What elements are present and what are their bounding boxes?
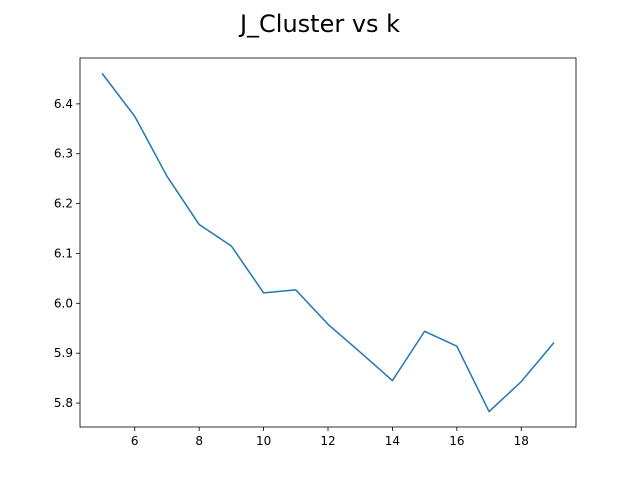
- x-tick-label: 8: [195, 434, 203, 448]
- y-tick-label: 5.9: [54, 346, 73, 360]
- x-tick-label: 14: [385, 434, 400, 448]
- series-line: [101, 72, 555, 413]
- axes-frame: [79, 57, 577, 428]
- x-tick-label: 12: [320, 434, 335, 448]
- y-tick-label: 5.8: [54, 396, 73, 410]
- y-tick-label: 6.4: [54, 97, 73, 111]
- x-tick-label: 6: [131, 434, 139, 448]
- chart-title: J_Cluster vs k: [238, 10, 400, 38]
- x-tick-label: 18: [514, 434, 529, 448]
- plot-area: 6 8 10 12 14 16 18 5.8 5.9 6.0 6.1 6.2 6.3 6.4: [54, 57, 577, 448]
- y-tick-label: 6.0: [54, 296, 73, 310]
- y-tick-label: 6.3: [54, 147, 73, 161]
- y-tick-label: 6.1: [54, 246, 73, 260]
- y-tick-label: 6.2: [54, 197, 73, 211]
- x-tick-label: 10: [256, 434, 271, 448]
- x-tick-label: 16: [449, 434, 464, 448]
